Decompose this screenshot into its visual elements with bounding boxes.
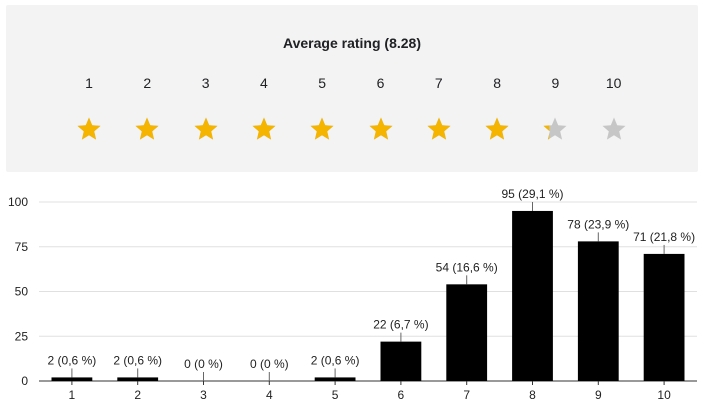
star-label-1: 1 [85, 75, 93, 91]
x-tick-label: 1 [69, 388, 76, 402]
y-tick-label: 100 [8, 195, 28, 209]
data-label: 22 (6,7 %) [373, 318, 428, 332]
star-label-6: 6 [376, 75, 385, 91]
rating-panel: Average rating (8.28) 1 2 3 4 5 6 7 8 9 10 [6, 5, 698, 172]
y-tick-label: 25 [15, 329, 29, 343]
star-label-4: 4 [259, 75, 268, 91]
data-label: 2 (0,6 %) [311, 353, 360, 367]
star-icon[interactable] [76, 116, 102, 142]
star-label-9: 9 [551, 75, 560, 91]
star-icon[interactable] [134, 116, 160, 142]
x-tick-label: 3 [200, 388, 207, 402]
bar [51, 377, 93, 381]
bar [643, 253, 685, 381]
star-icon[interactable] [601, 116, 627, 142]
data-label: 95 (29,1 %) [501, 187, 563, 201]
bar [512, 210, 553, 381]
data-label: 54 (16,6 %) [436, 260, 498, 274]
star-icon[interactable] [193, 116, 219, 142]
x-tick-label: 5 [332, 388, 339, 402]
data-label: 78 (23,9 %) [567, 217, 629, 231]
bar [117, 377, 159, 381]
y-tick-label: 0 [21, 374, 28, 388]
bar [314, 377, 356, 381]
data-label: 2 (0,6 %) [113, 353, 162, 367]
y-tick-label: 50 [15, 285, 29, 299]
star-label-5: 5 [318, 75, 327, 91]
star-icon[interactable] [309, 116, 335, 142]
star-label-7: 7 [434, 75, 443, 91]
star-label-3: 3 [201, 75, 210, 91]
star-label-2: 2 [143, 75, 152, 91]
average-rating-title: Average rating (8.28) [283, 35, 421, 51]
x-tick-label: 4 [266, 388, 273, 402]
x-tick-label: 10 [657, 388, 671, 402]
star-icon[interactable] [542, 116, 568, 142]
x-tick-label: 7 [463, 388, 470, 402]
data-label: 0 (0 %) [184, 357, 223, 371]
data-label: 71 (21,8 %) [633, 230, 695, 244]
data-label: 2 (0,6 %) [48, 353, 97, 367]
y-tick-label: 75 [15, 240, 29, 254]
x-tick-label: 6 [398, 388, 405, 402]
star-icon[interactable] [368, 116, 394, 142]
star-icon[interactable] [426, 116, 452, 142]
star-label-10: 10 [605, 75, 622, 91]
bar [446, 284, 488, 381]
star-icon[interactable] [251, 116, 277, 142]
star-icon[interactable] [484, 116, 510, 142]
star-label-8: 8 [493, 75, 501, 91]
bar [577, 241, 619, 381]
x-tick-label: 8 [529, 388, 536, 402]
data-label: 0 (0 %) [250, 357, 289, 371]
x-tick-label: 9 [595, 388, 602, 402]
bar [380, 341, 422, 381]
x-tick-label: 2 [134, 388, 141, 402]
